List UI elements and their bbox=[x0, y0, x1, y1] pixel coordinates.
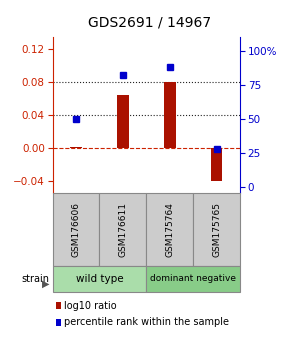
Text: GDS2691 / 14967: GDS2691 / 14967 bbox=[88, 16, 212, 30]
Text: ▶: ▶ bbox=[42, 279, 50, 289]
Bar bbox=[70, 147, 82, 148]
Text: wild type: wild type bbox=[76, 274, 123, 284]
Bar bbox=[164, 82, 176, 148]
Text: dominant negative: dominant negative bbox=[150, 274, 236, 283]
Bar bbox=[211, 148, 222, 181]
Bar bbox=[117, 95, 129, 148]
Text: strain: strain bbox=[22, 274, 50, 284]
Text: GSM175765: GSM175765 bbox=[212, 202, 221, 257]
Text: GSM176611: GSM176611 bbox=[118, 202, 127, 257]
Text: percentile rank within the sample: percentile rank within the sample bbox=[64, 318, 230, 327]
Text: GSM176606: GSM176606 bbox=[71, 202, 80, 257]
Text: GSM175764: GSM175764 bbox=[165, 202, 174, 257]
Text: log10 ratio: log10 ratio bbox=[64, 301, 117, 310]
